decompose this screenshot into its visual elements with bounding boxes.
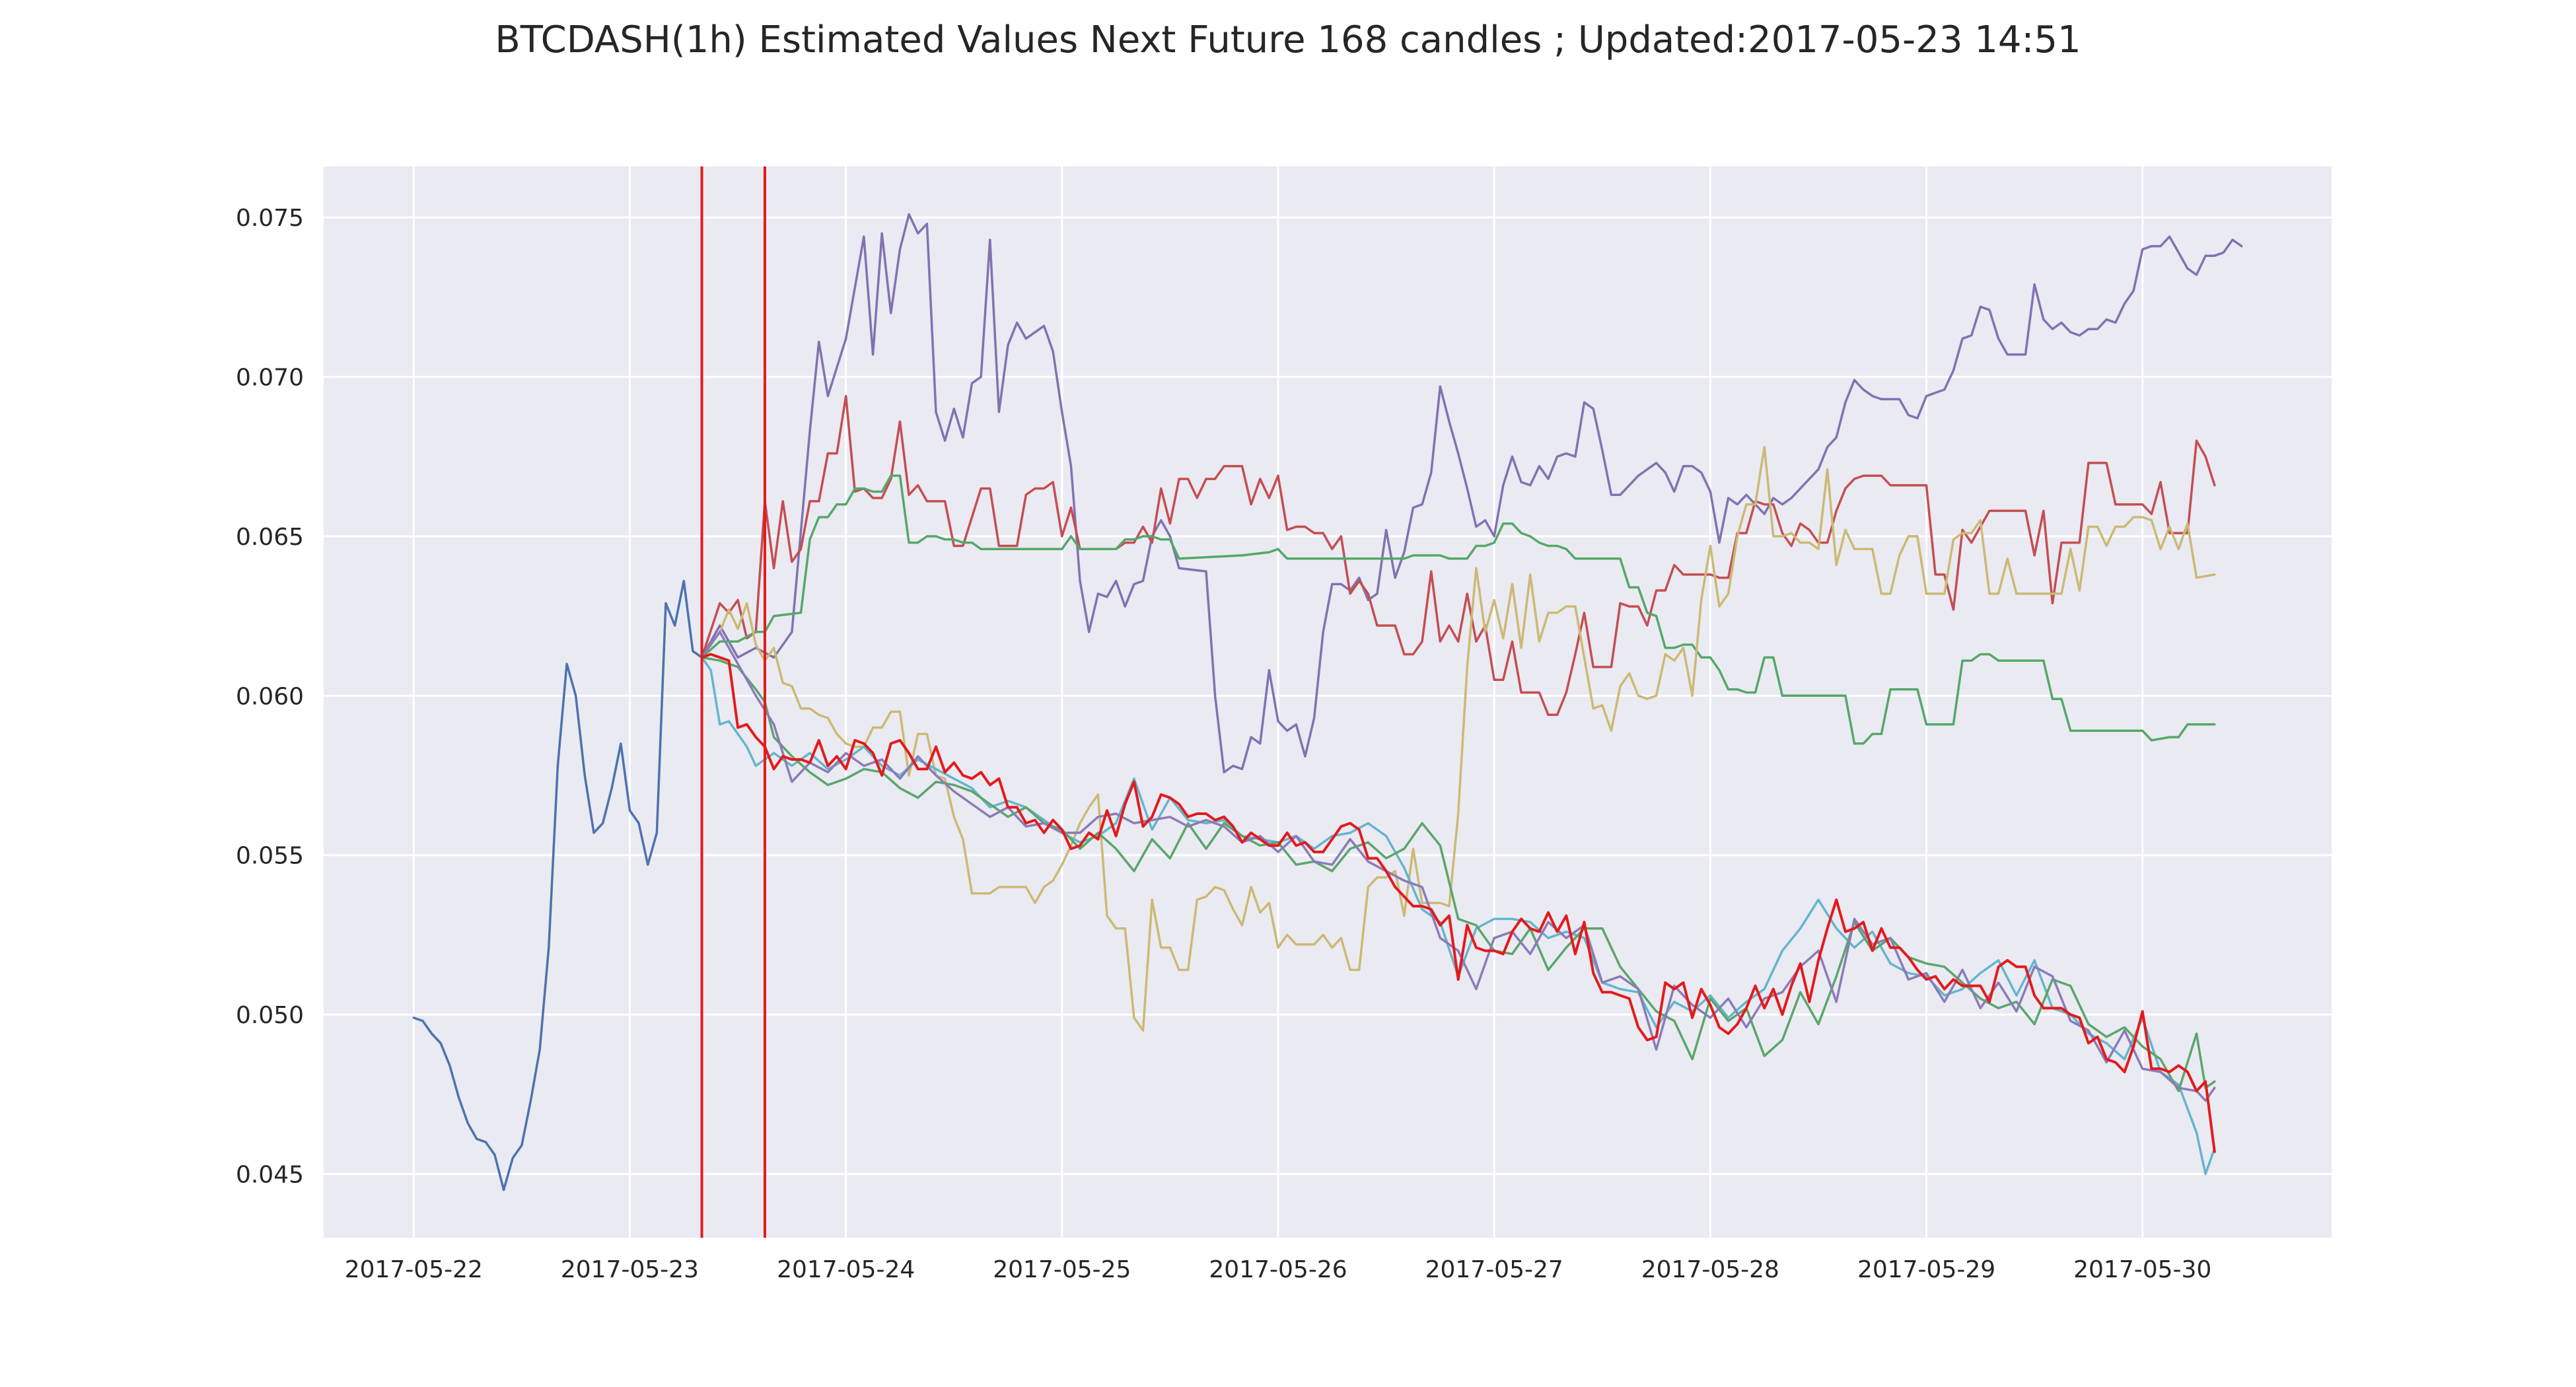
y-tick-label: 0.060 (236, 683, 304, 710)
y-tick-label: 0.050 (236, 1002, 304, 1029)
vertical-markers (700, 166, 766, 1238)
series-line-9 (700, 653, 2216, 1153)
y-tick-label: 0.055 (236, 843, 304, 870)
plot-area (324, 166, 2332, 1238)
series-lines (412, 213, 2243, 1191)
y-tick-label: 0.075 (236, 205, 304, 232)
x-tick-label: 2017-05-23 (561, 1256, 699, 1283)
grid (324, 166, 2332, 1238)
series-line-1 (412, 579, 703, 1191)
tick-labels: 2017-05-22 2017-05-23 2017-05-24 2017-05-25… (236, 205, 2211, 1283)
x-tick-label: 2017-05-25 (993, 1256, 1131, 1283)
x-tick-label: 2017-05-24 (777, 1256, 915, 1283)
series-line-5 (700, 446, 2216, 1032)
y-tick-label: 0.070 (236, 365, 304, 392)
x-tick-label: 2017-05-28 (1641, 1256, 1779, 1283)
x-tick-label: 2017-05-30 (2073, 1256, 2211, 1283)
y-tick-label: 0.045 (236, 1161, 304, 1188)
series-line-4 (700, 474, 2216, 745)
y-tick-label: 0.065 (236, 524, 304, 551)
series-line-3 (700, 394, 2216, 717)
series-line-2 (700, 213, 2243, 773)
x-tick-label: 2017-05-29 (1857, 1256, 1995, 1283)
series-line-8 (700, 631, 2216, 1102)
x-tick-label: 2017-05-22 (345, 1256, 483, 1283)
chart-title: BTCDASH(1h) Estimated Values Next Future… (495, 18, 2081, 61)
x-tick-label: 2017-05-26 (1209, 1256, 1347, 1283)
x-tick-label: 2017-05-27 (1425, 1256, 1563, 1283)
